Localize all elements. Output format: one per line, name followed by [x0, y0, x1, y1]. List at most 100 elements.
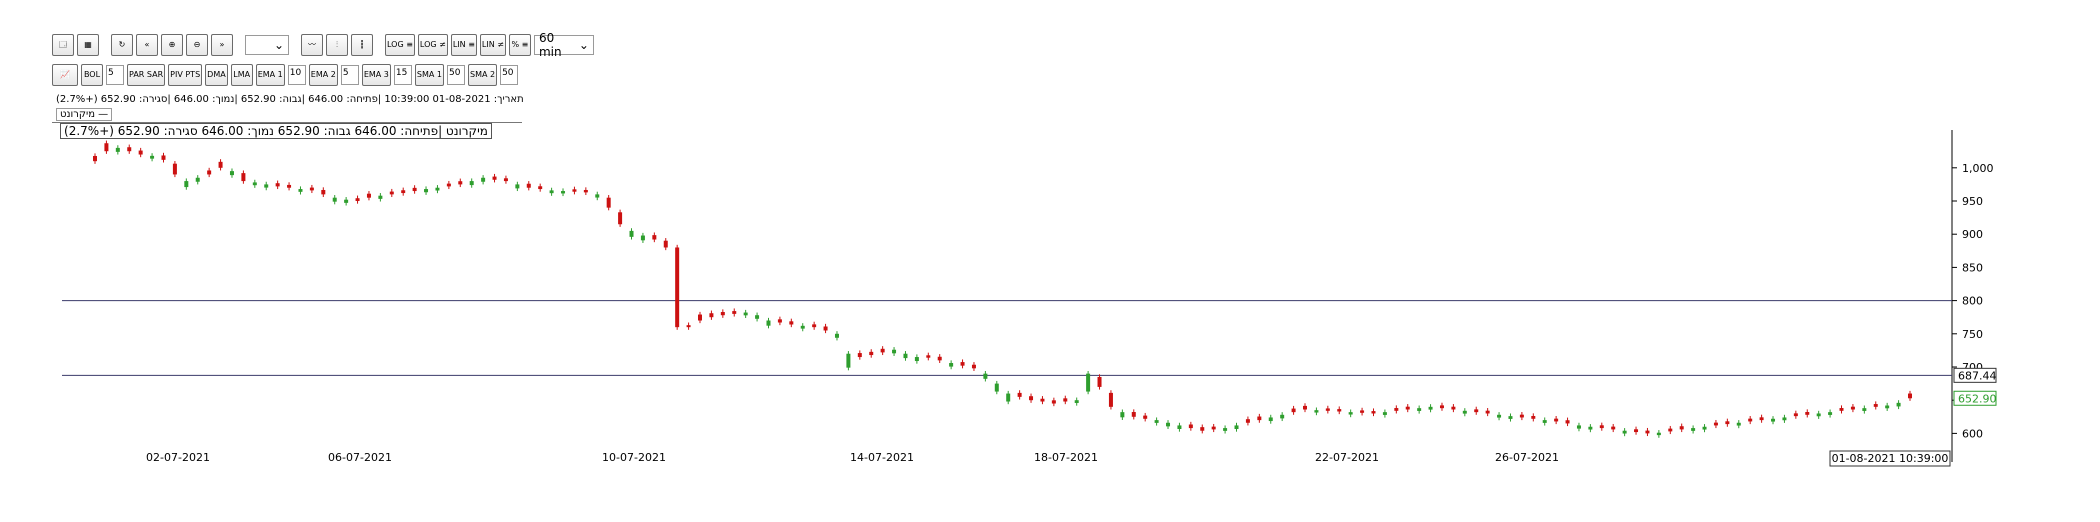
study-pivpts-button[interactable]: PIV PTS: [168, 64, 203, 86]
price-tag-label: 687.44: [1958, 369, 1997, 382]
candle-body: [1885, 405, 1890, 409]
study-sma1-value[interactable]: 50: [446, 65, 465, 85]
candle-body: [1451, 406, 1456, 410]
candle-body: [1611, 426, 1616, 430]
y-tick-label: 800: [1962, 295, 1983, 308]
candle-body: [1177, 425, 1182, 430]
x-tick-label: 14-07-2021: [850, 451, 914, 464]
candle-body: [1748, 418, 1753, 422]
candle-body: [1531, 415, 1536, 419]
line-chart-icon[interactable]: 〰: [301, 34, 323, 56]
candle-body: [789, 321, 794, 325]
layout-icon[interactable]: 🗔: [52, 34, 74, 56]
candlestick-icon[interactable]: ┇: [351, 34, 373, 56]
series-legend[interactable]: מיקרונט —: [56, 108, 113, 121]
x-tick-label: 26-07-2021: [1495, 451, 1559, 464]
candle-body: [549, 190, 554, 194]
percent-scale-button[interactable]: % ≡: [508, 34, 531, 56]
study-ema2-button[interactable]: EMA 2: [308, 64, 338, 86]
candle-body: [834, 333, 839, 338]
candle-body: [104, 143, 109, 152]
candle-body: [1474, 409, 1479, 413]
candle-body: [583, 189, 588, 193]
study-sma2-button[interactable]: SMA 2: [467, 64, 498, 86]
candle-body: [903, 353, 908, 359]
candle-body: [1896, 402, 1901, 407]
candle-body: [1120, 412, 1125, 418]
candle-body: [1793, 413, 1798, 417]
scroll-left-icon[interactable]: «: [136, 34, 158, 56]
study-ema1-button[interactable]: EMA 1: [255, 64, 285, 86]
interval-select[interactable]: 60 min ⌄: [533, 31, 594, 59]
study-sma2-value[interactable]: 50: [500, 65, 519, 85]
candle-body: [1257, 416, 1262, 421]
x-tick-label: 06-07-2021: [328, 451, 392, 464]
study-lma-button[interactable]: LMA: [230, 64, 253, 86]
candle-body: [161, 155, 166, 160]
log-scale-button[interactable]: LOG ≡: [385, 34, 415, 56]
candle-body: [1599, 425, 1604, 429]
candle-body: [892, 349, 897, 354]
candle-body: [469, 181, 474, 186]
candle-body: [378, 195, 383, 199]
candle-body: [1759, 417, 1764, 421]
candle-body: [640, 235, 645, 241]
study-ema2-value[interactable]: 5: [340, 65, 359, 85]
candle-body: [1873, 404, 1878, 407]
toolbar-top: 🗔 ▦ ↻ « ⊕ ⊖ » ⌄ 〰 ⫶ ┇ LOG ≡ LOG ≠ LIN ≡ …: [52, 31, 594, 59]
candle-body: [926, 355, 931, 358]
candle-body: [115, 147, 120, 152]
candle-body: [1828, 412, 1833, 415]
candle-body: [1280, 414, 1285, 419]
candle-body: [732, 311, 737, 314]
candle-body: [869, 351, 874, 356]
zoom-out-icon[interactable]: ⊖: [186, 34, 208, 56]
study-bol-button[interactable]: BOL: [81, 64, 103, 86]
candle-body: [1314, 410, 1319, 413]
candle-body: [983, 373, 988, 379]
candle-body: [1394, 408, 1399, 411]
linear-scale-button[interactable]: LIN ≡: [450, 34, 477, 56]
study-dma-button[interactable]: DMA: [205, 64, 228, 86]
scroll-right-icon[interactable]: »: [211, 34, 233, 56]
candle-body: [138, 150, 143, 155]
candle-body: [1679, 426, 1684, 430]
x-cursor-box: [1829, 450, 1951, 467]
log-scale-separate-button[interactable]: LOG ≠: [417, 34, 448, 56]
candle-body: [366, 193, 371, 198]
candle-body: [1051, 400, 1056, 404]
candle-body: [1063, 398, 1068, 402]
candle-body: [1576, 425, 1581, 429]
candle-body: [1634, 429, 1639, 433]
candle-body: [686, 325, 691, 328]
study-sma1-button[interactable]: SMA 1: [414, 64, 444, 86]
candle-body: [401, 190, 406, 194]
studies-icon[interactable]: 📈: [52, 64, 78, 86]
candle-body: [481, 177, 486, 182]
candle-body: [1371, 411, 1376, 414]
study-ema1-value[interactable]: 10: [287, 65, 306, 85]
candle-body: [812, 324, 817, 328]
candle-body: [1234, 425, 1239, 430]
palette-icon[interactable]: ▦: [77, 34, 99, 56]
candle-body: [1348, 412, 1353, 415]
bar-chart-icon[interactable]: ⫶: [326, 34, 348, 56]
refresh-icon[interactable]: ↻: [111, 34, 133, 56]
candle-body: [332, 197, 337, 202]
candle-body: [823, 326, 828, 331]
candle-body: [355, 198, 360, 202]
candle-body: [663, 240, 668, 248]
candle-body: [1725, 421, 1730, 425]
study-ema3-value[interactable]: 15: [393, 65, 412, 85]
study-bol-value[interactable]: 5: [106, 65, 124, 85]
symbol-select[interactable]: ⌄: [245, 35, 289, 55]
zoom-in-icon[interactable]: ⊕: [161, 34, 183, 56]
candle-body: [241, 173, 246, 182]
candle-body: [424, 189, 429, 193]
study-parsar-button[interactable]: PAR SAR: [127, 64, 166, 86]
candle-body: [1337, 409, 1342, 412]
study-ema3-button[interactable]: EMA 3: [361, 64, 391, 86]
linear-scale-separate-button[interactable]: LIN ≠: [479, 34, 506, 56]
candle-body: [914, 357, 919, 362]
